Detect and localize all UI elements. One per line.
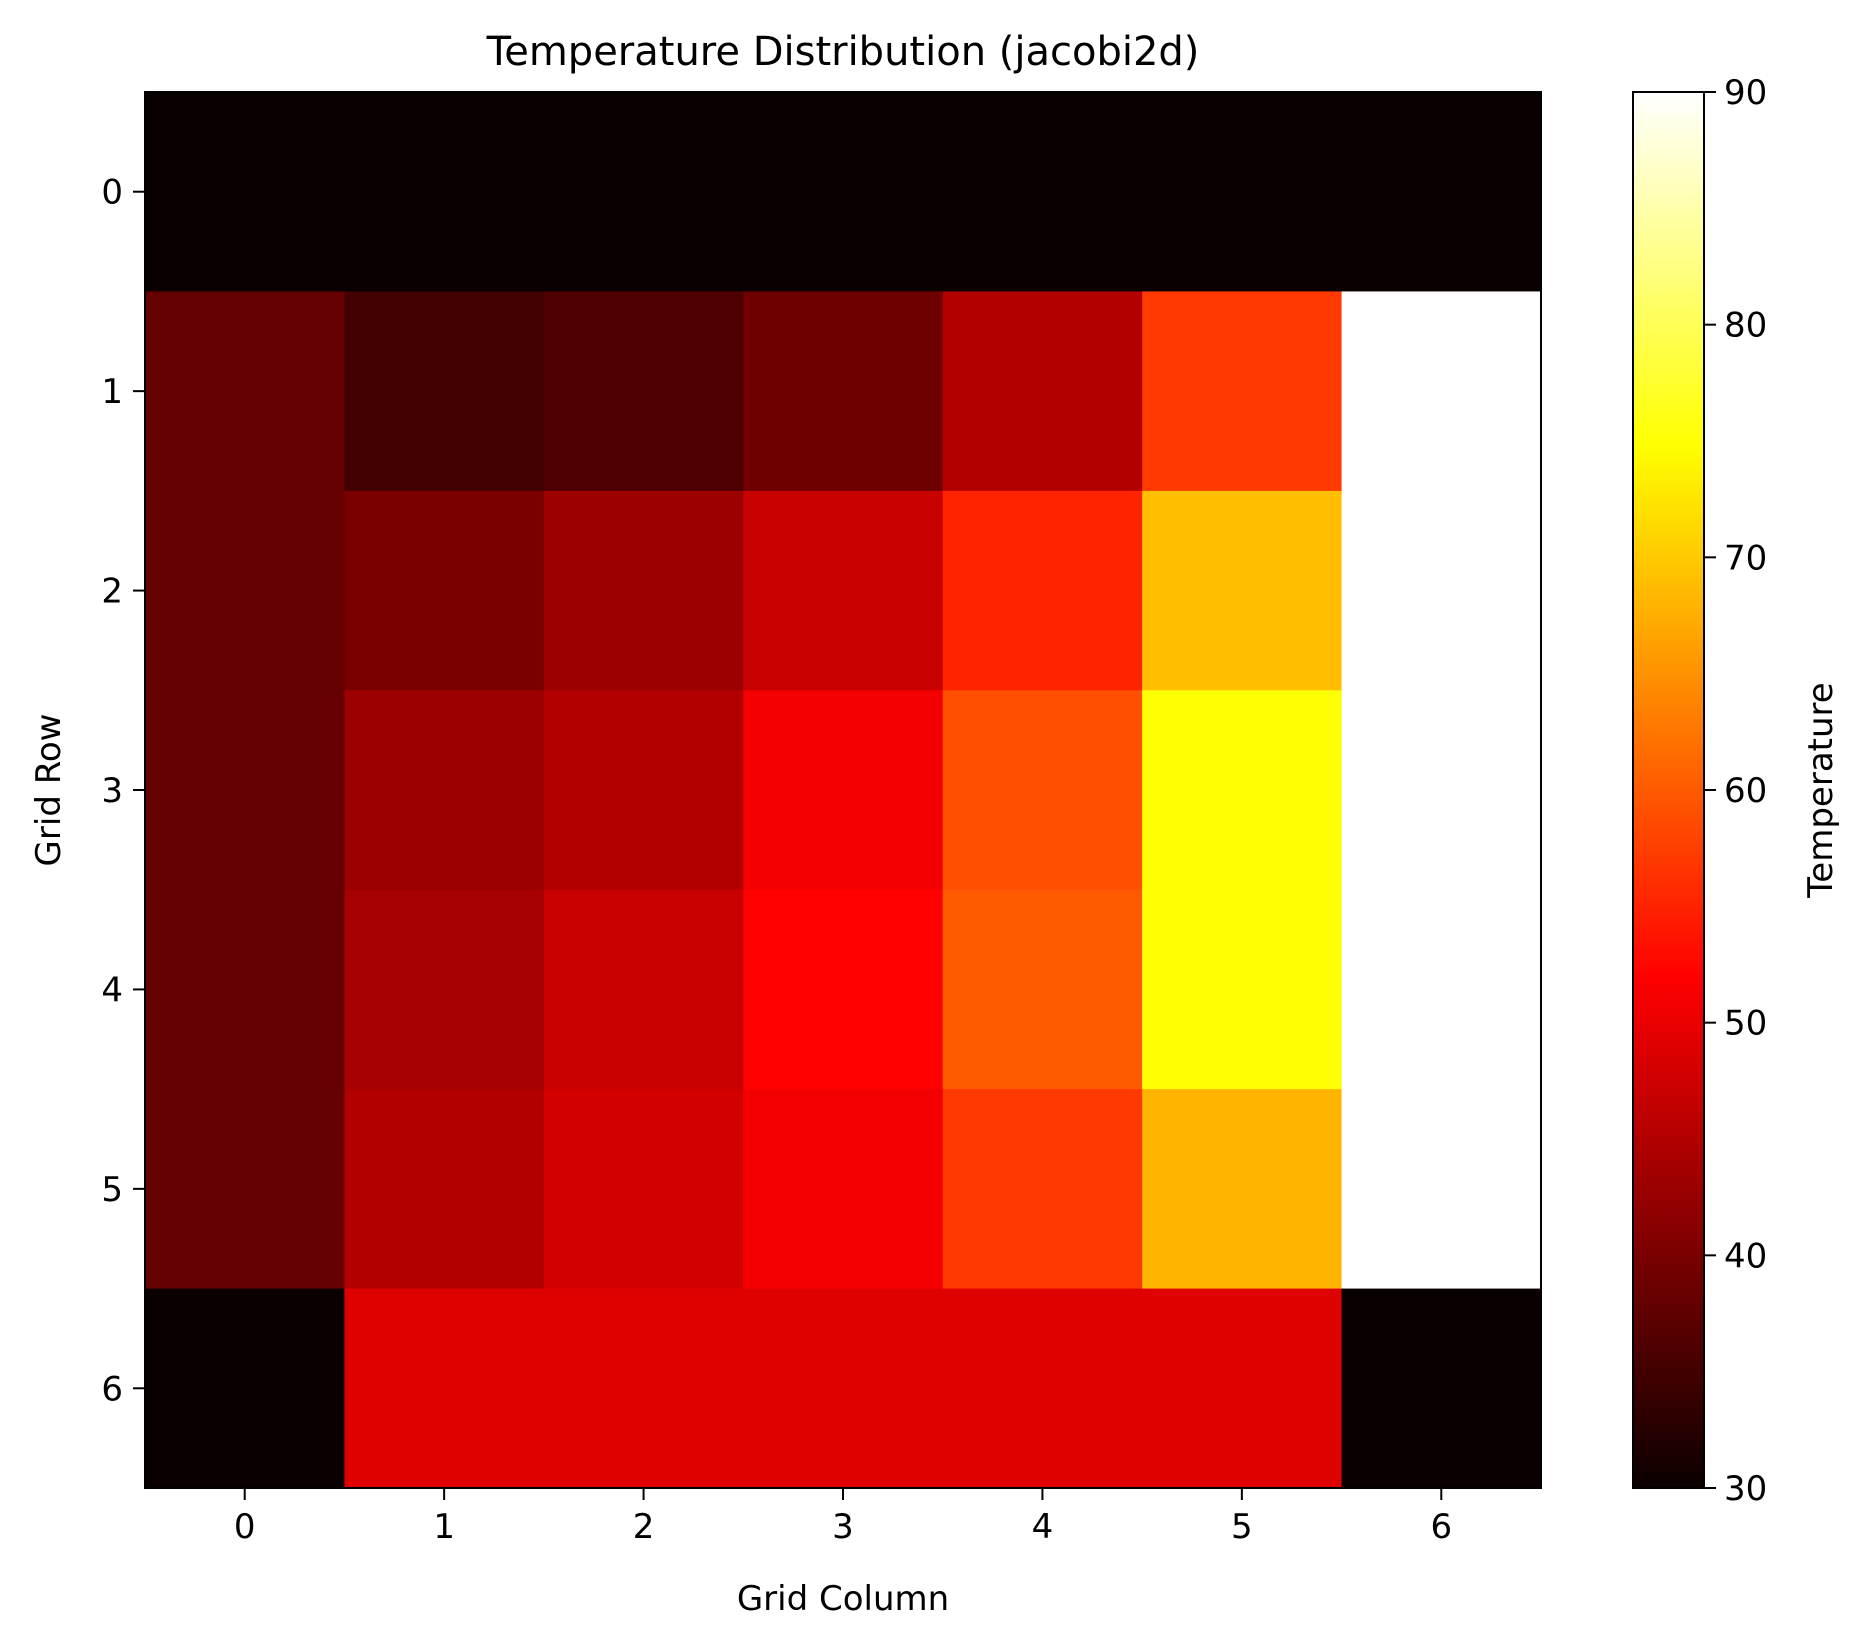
heatmap-cell-r3-c1 — [344, 690, 545, 891]
heatmap-cell-r4-c0 — [145, 889, 346, 1090]
heatmap-cell-r5-c0 — [145, 1089, 346, 1290]
heatmap-cell-r1-c1 — [344, 291, 545, 492]
y-axis-label: Grid Row — [29, 714, 69, 867]
y-tick-label: 6 — [101, 1369, 123, 1409]
y-tick-label: 2 — [101, 572, 123, 612]
heatmap-cell-r5-c5 — [1142, 1089, 1343, 1290]
chart-title: Temperature Distribution (jacobi2d) — [486, 29, 1200, 75]
colorbar-tick-label: 30 — [1724, 1469, 1767, 1509]
y-axis-ticks: 0 1 2 3 4 5 6 — [101, 173, 145, 1409]
heatmap-cell-r3-c6 — [1341, 690, 1542, 891]
x-axis-label: Grid Column — [737, 1579, 949, 1619]
heatmap-cell-r6-c1 — [344, 1288, 545, 1489]
heatmap-cell-r6-c4 — [942, 1288, 1143, 1489]
heatmap-cell-r0-c5 — [1142, 92, 1343, 293]
heatmap-cell-r3-c3 — [743, 690, 944, 891]
heatmap-cell-r3-c0 — [145, 690, 346, 891]
y-tick-label: 0 — [101, 173, 123, 213]
heatmap-cell-r1-c3 — [743, 291, 944, 492]
colorbar-label: Temperature — [1801, 682, 1841, 898]
heatmap-cell-r0-c4 — [942, 92, 1143, 293]
x-axis-ticks: 0 1 2 3 4 5 6 — [234, 1488, 1452, 1547]
heatmap-cell-r3-c5 — [1142, 690, 1343, 891]
heatmap-cell-r1-c2 — [543, 291, 744, 492]
heatmap-cell-r2-c0 — [145, 490, 346, 691]
heatmap-cell-r0-c0 — [145, 92, 346, 293]
heatmap-cell-r1-c6 — [1341, 291, 1542, 492]
y-tick-label: 5 — [101, 1170, 123, 1210]
heatmap-cell-r1-c5 — [1142, 291, 1343, 492]
heatmap-cell-r6-c2 — [543, 1288, 744, 1489]
heatmap-cell-r0-c3 — [743, 92, 944, 293]
heatmap-cell-r5-c1 — [344, 1089, 545, 1290]
heatmap-cell-r0-c2 — [543, 92, 744, 293]
x-tick-label: 1 — [433, 1507, 455, 1547]
colorbar — [1632, 91, 1705, 1489]
x-tick-label: 6 — [1430, 1507, 1452, 1547]
heatmap-cell-r6-c3 — [743, 1288, 944, 1489]
x-tick-label: 5 — [1231, 1507, 1253, 1547]
heatmap-cell-r6-c6 — [1341, 1288, 1542, 1489]
heatmap-cell-r2-c4 — [942, 490, 1143, 691]
heatmap-cell-r5-c3 — [743, 1089, 944, 1290]
heatmap-cell-r5-c6 — [1341, 1089, 1542, 1290]
heatmap-cell-r4-c3 — [743, 889, 944, 1090]
x-tick-label: 4 — [1032, 1507, 1054, 1547]
heatmap-cell-r5-c4 — [942, 1089, 1143, 1290]
heatmap-cell-r4-c4 — [942, 889, 1143, 1090]
heatmap-cell-r4-c6 — [1341, 889, 1542, 1090]
heatmap-cell-r2-c1 — [344, 490, 545, 691]
heatmap-cell-r0-c6 — [1341, 92, 1542, 293]
heatmap-cell-r3-c4 — [942, 690, 1143, 891]
heatmap-cell-r2-c6 — [1341, 490, 1542, 691]
heatmap-cell-r1-c4 — [942, 291, 1143, 492]
colorbar-tick-label: 40 — [1724, 1236, 1767, 1276]
colorbar-tick-label: 60 — [1724, 771, 1767, 811]
heatmap-cell-r3-c2 — [543, 690, 744, 891]
heatmap-cell-r0-c1 — [344, 92, 545, 293]
x-tick-label: 2 — [633, 1507, 655, 1547]
heatmap-cell-r2-c5 — [1142, 490, 1343, 691]
heatmap-cell-r2-c2 — [543, 490, 744, 691]
heatmap-cell-r4-c1 — [344, 889, 545, 1090]
colorbar-ticks: 30 40 50 60 70 80 90 — [1704, 73, 1767, 1509]
colorbar-tick-label: 90 — [1724, 73, 1767, 113]
x-tick-label: 0 — [234, 1507, 256, 1547]
colorbar-tick-label: 50 — [1724, 1004, 1767, 1044]
heatmap-cell-r4-c2 — [543, 889, 744, 1090]
heatmap-cell-r6-c5 — [1142, 1288, 1343, 1489]
y-tick-label: 1 — [101, 372, 123, 412]
heatmap-cell-r4-c5 — [1142, 889, 1343, 1090]
heatmap-cell-r6-c0 — [145, 1288, 346, 1489]
heatmap-cell-r1-c0 — [145, 291, 346, 492]
heatmap-cell-r2-c3 — [743, 490, 944, 691]
y-tick-label: 3 — [101, 771, 123, 811]
colorbar-tick-label: 70 — [1724, 538, 1767, 578]
colorbar-tick-label: 80 — [1724, 306, 1767, 346]
heatmap-cells — [145, 92, 1542, 1489]
heatmap-cell-r5-c2 — [543, 1089, 744, 1290]
x-tick-label: 3 — [832, 1507, 854, 1547]
y-tick-label: 4 — [101, 970, 123, 1010]
